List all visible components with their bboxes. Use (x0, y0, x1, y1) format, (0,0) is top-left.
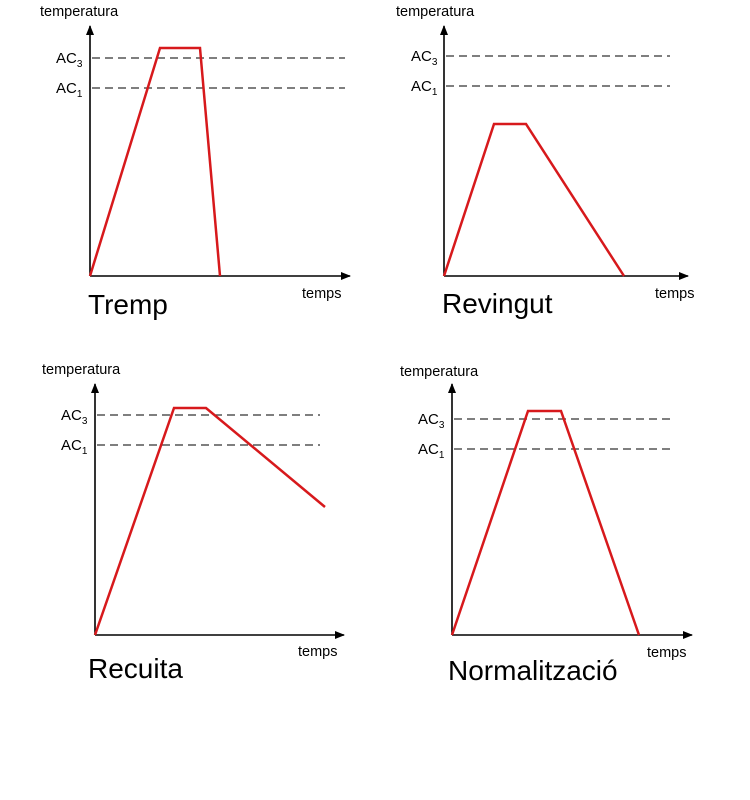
ac1-label: AC1 (56, 80, 83, 100)
ac1-label: AC1 (411, 78, 438, 98)
y-axis-label: temperatura (40, 4, 119, 20)
ac3-label: AC3 (411, 48, 438, 68)
ac1-label: AC1 (61, 437, 88, 457)
recuita-curve (93, 406, 326, 636)
panel-tremp: temperatura temps AC3 AC1 Tremp (40, 4, 351, 320)
panel-normalitzacio: temperatura temps AC3 AC1 Normalització (400, 364, 693, 686)
y-axis-label: temperatura (42, 362, 121, 378)
x-axis-label: temps (647, 645, 687, 661)
x-axis-label: temps (655, 286, 695, 302)
y-axis-label: temperatura (400, 364, 479, 380)
ac3-label: AC3 (418, 411, 445, 431)
ac1-label: AC1 (418, 441, 445, 461)
y-axis-label: temperatura (396, 4, 475, 20)
panel-revingut: temperatura temps AC3 AC1 Revingut (396, 4, 695, 319)
tremp-curve (88, 46, 222, 277)
revingut-curve (442, 122, 626, 277)
ac3-label: AC3 (61, 407, 88, 427)
panel-title: Recuita (88, 653, 183, 684)
panel-title: Revingut (442, 288, 553, 319)
x-axis-label: temps (302, 286, 342, 302)
normalitzacio-curve (450, 409, 641, 636)
x-axis-label: temps (298, 644, 338, 660)
panel-title: Normalització (448, 655, 618, 686)
panel-recuita: temperatura temps AC3 AC1 Recuita (42, 362, 345, 684)
ac3-label: AC3 (56, 50, 83, 70)
panel-title: Tremp (88, 289, 168, 320)
